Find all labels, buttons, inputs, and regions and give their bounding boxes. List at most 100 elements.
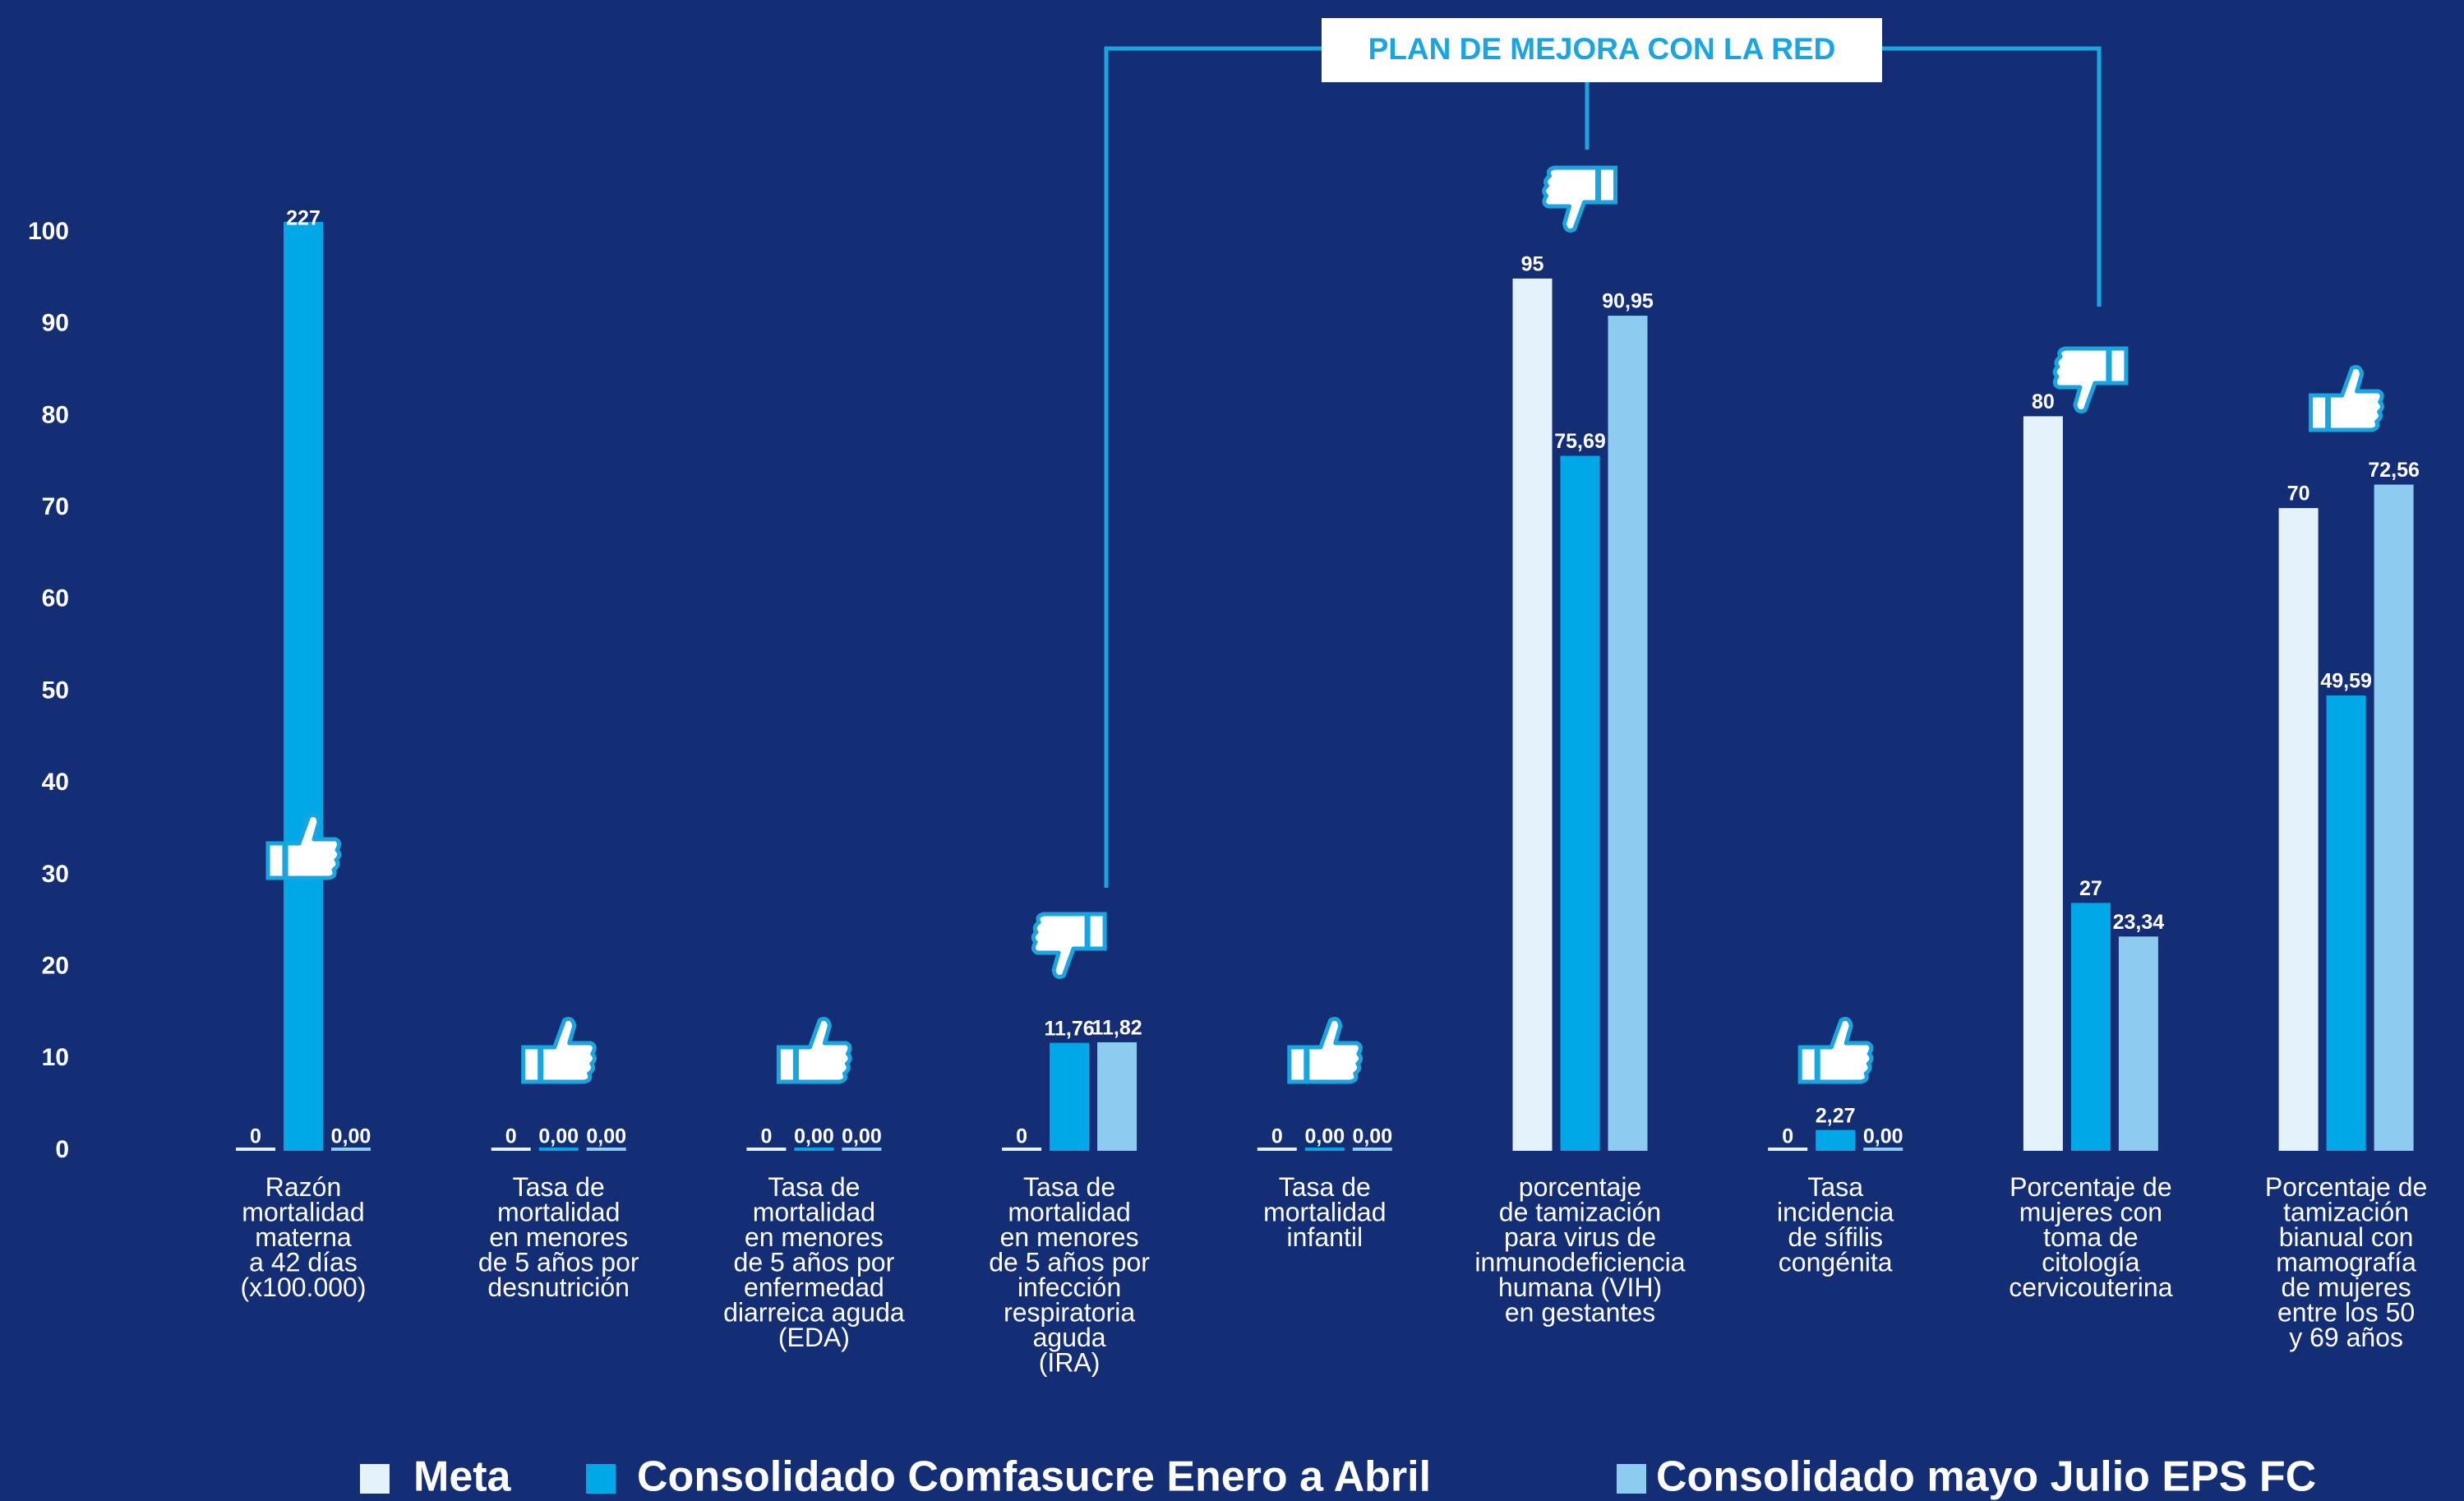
thumb-up-icon xyxy=(521,1017,597,1084)
bar xyxy=(2278,508,2319,1151)
bar xyxy=(2118,936,2158,1151)
data-label: 2,27 xyxy=(1816,1104,1856,1127)
y-tick-label: 10 xyxy=(42,1044,69,1071)
data-label: 11,76 xyxy=(1045,1017,1095,1040)
y-tick-label: 100 xyxy=(28,218,69,245)
y-tick-label: 40 xyxy=(42,769,69,796)
data-label: 11,82 xyxy=(1092,1017,1142,1040)
y-tick-label: 50 xyxy=(42,677,69,704)
bar xyxy=(331,1148,371,1151)
thumb-cuff xyxy=(1597,165,1617,205)
thumb-cuff xyxy=(1797,1045,1819,1084)
thumb-hand xyxy=(794,1017,852,1084)
data-label: 0,00 xyxy=(331,1125,371,1148)
data-label: 0,00 xyxy=(538,1125,579,1148)
bar xyxy=(1560,455,1600,1151)
bar xyxy=(1002,1148,1042,1151)
legend-swatch xyxy=(586,1464,616,1494)
bar xyxy=(2023,416,2063,1151)
thumb-hand xyxy=(539,1017,597,1084)
data-label: 23,34 xyxy=(2113,911,2165,934)
x-tick-label: Porcentaje de tamización bianual con mamogr… xyxy=(2265,1172,2427,1352)
bar xyxy=(2326,695,2366,1151)
bar xyxy=(1512,278,1553,1152)
y-tick-label: 30 xyxy=(42,861,69,888)
y-tick-label: 70 xyxy=(42,493,69,520)
bar xyxy=(794,1148,834,1151)
x-tick-label: porcentaje de tamización para virus de inmu… xyxy=(1474,1172,1685,1328)
thumb-cuff xyxy=(1287,1045,1308,1084)
bar xyxy=(586,1148,626,1151)
data-label: 80 xyxy=(2032,390,2055,413)
data-label: 0 xyxy=(1016,1125,1027,1148)
legend-label: Consolidado Comfasucre Enero a Abril xyxy=(637,1453,1431,1501)
x-tick-label: Tasa incidencia de sífilis congénita xyxy=(1777,1172,1894,1277)
data-label: 227 xyxy=(286,207,321,230)
thumb-up-icon xyxy=(2309,365,2384,432)
data-label: 95 xyxy=(1521,252,1544,275)
data-label: 0,00 xyxy=(1304,1125,1345,1148)
x-tick-label: Tasa de mortalidad infantil xyxy=(1263,1172,1386,1252)
thumb-cuff xyxy=(1086,912,1107,951)
thumb-hand xyxy=(1816,1017,1874,1084)
data-label: 0 xyxy=(760,1125,772,1148)
bar xyxy=(236,1148,275,1151)
data-label: 49,59 xyxy=(2320,670,2372,693)
data-label: 0,00 xyxy=(794,1125,834,1148)
plot-area xyxy=(236,222,2414,1152)
legend-label: Consolidado mayo Julio EPS FC xyxy=(1656,1453,2316,1501)
bar xyxy=(1863,1148,1903,1151)
thumb-hand xyxy=(1305,1017,1364,1084)
thumb-cuff xyxy=(265,841,287,880)
bar xyxy=(842,1148,882,1151)
bar xyxy=(1816,1129,1856,1151)
data-label: 27 xyxy=(2079,877,2102,900)
y-tick-label: 90 xyxy=(42,310,69,337)
x-tick-label: Porcentaje de mujeres con toma de citología… xyxy=(2009,1172,2172,1302)
thumb-hand xyxy=(2327,365,2384,432)
bar xyxy=(1352,1148,1392,1151)
thumb-up-icon xyxy=(1287,1017,1364,1084)
y-tick-label: 0 xyxy=(55,1136,69,1163)
annotation-box xyxy=(1322,18,1882,82)
data-label: 0,00 xyxy=(842,1125,882,1148)
x-tick-label: Razón mortalidad materna a 42 días (x100.000… xyxy=(241,1172,367,1302)
bar xyxy=(284,222,323,1152)
thumb-up-icon xyxy=(1797,1017,1874,1084)
thumb-up-icon xyxy=(776,1017,852,1084)
bar xyxy=(538,1148,579,1151)
data-label: 0 xyxy=(1271,1125,1283,1148)
legend-label: Meta xyxy=(413,1453,512,1501)
data-label: 72,56 xyxy=(2368,459,2420,482)
data-label: 0 xyxy=(250,1125,261,1148)
bar xyxy=(1257,1148,1297,1151)
y-tick-label: 80 xyxy=(42,401,69,428)
x-tick-label: Tasa de mortalidad en menores de 5 años por… xyxy=(723,1172,905,1352)
bar xyxy=(2070,903,2111,1151)
data-label: 90,95 xyxy=(1602,290,1654,313)
data-label: 0,00 xyxy=(586,1125,626,1148)
data-label: 0,00 xyxy=(1352,1125,1392,1148)
bar xyxy=(2374,484,2414,1151)
legend-swatch xyxy=(1617,1464,1646,1494)
data-label: 0,00 xyxy=(1863,1125,1903,1148)
thumb-up-icon xyxy=(265,813,342,880)
data-label: 75,69 xyxy=(1554,430,1606,453)
bar xyxy=(491,1148,531,1151)
bar xyxy=(1304,1148,1345,1151)
data-label: 0 xyxy=(1782,1125,1793,1148)
thumb-cuff xyxy=(521,1045,542,1084)
annotation-text: PLAN DE MEJORA CON LA RED xyxy=(1368,32,1836,66)
thumb-hand xyxy=(1031,912,1089,979)
data-label: 0 xyxy=(505,1125,517,1148)
thumb-hand xyxy=(284,813,342,880)
bar xyxy=(1608,316,1648,1151)
thumb-hand xyxy=(1542,165,1599,233)
thumb-cuff xyxy=(2309,393,2330,432)
thumb-down-icon xyxy=(2052,346,2129,413)
thumb-hand xyxy=(2052,346,2111,413)
bar xyxy=(746,1148,787,1151)
x-tick-label: Tasa de mortalidad en menores de 5 años por… xyxy=(989,1172,1150,1378)
bar xyxy=(1768,1148,1808,1151)
